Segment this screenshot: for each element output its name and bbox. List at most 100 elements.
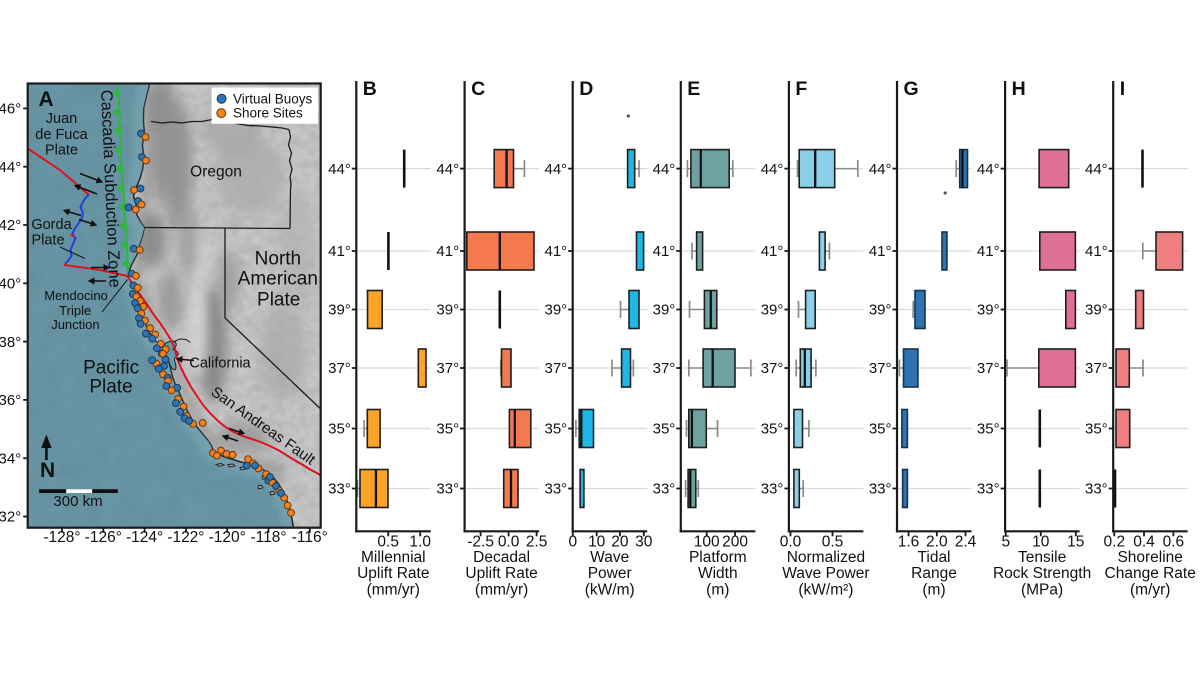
svg-text:42°: 42° bbox=[0, 217, 21, 234]
svg-text:-118°: -118° bbox=[250, 529, 286, 546]
svg-text:39°: 39° bbox=[869, 302, 892, 319]
svg-text:-120°: -120° bbox=[209, 529, 246, 546]
svg-text:Normalized: Normalized bbox=[787, 549, 865, 566]
svg-text:de Fuca: de Fuca bbox=[35, 127, 88, 143]
svg-text:I: I bbox=[1120, 78, 1125, 100]
svg-text:N: N bbox=[40, 459, 55, 482]
svg-text:-122°: -122° bbox=[167, 529, 204, 546]
svg-text:10: 10 bbox=[588, 534, 606, 551]
svg-text:0.5: 0.5 bbox=[377, 534, 399, 551]
svg-text:(mm/yr): (mm/yr) bbox=[367, 581, 420, 598]
svg-text:Change Rate: Change Rate bbox=[1105, 565, 1196, 582]
svg-text:E: E bbox=[687, 78, 700, 100]
svg-text:-124°: -124° bbox=[126, 529, 163, 546]
svg-text:37°: 37° bbox=[328, 360, 351, 377]
svg-text:44°: 44° bbox=[653, 161, 676, 178]
svg-text:32°: 32° bbox=[0, 509, 21, 526]
svg-text:41°: 41° bbox=[653, 243, 676, 260]
svg-text:Width: Width bbox=[698, 565, 738, 582]
svg-text:33°: 33° bbox=[977, 481, 1000, 498]
svg-text:Plate: Plate bbox=[257, 290, 300, 311]
svg-text:Power: Power bbox=[588, 565, 632, 582]
svg-text:1.0: 1.0 bbox=[409, 534, 431, 551]
svg-text:Gorda: Gorda bbox=[31, 217, 72, 233]
svg-text:35°: 35° bbox=[436, 421, 459, 438]
svg-text:39°: 39° bbox=[977, 302, 1000, 319]
svg-text:44°: 44° bbox=[1085, 161, 1108, 178]
svg-text:0.2: 0.2 bbox=[1104, 534, 1126, 551]
svg-text:39°: 39° bbox=[653, 302, 676, 319]
svg-text:44°: 44° bbox=[545, 161, 568, 178]
svg-text:Shore Sites: Shore Sites bbox=[233, 106, 303, 121]
svg-text:0.5: 0.5 bbox=[822, 534, 844, 551]
svg-text:38°: 38° bbox=[0, 334, 21, 351]
svg-text:37°: 37° bbox=[761, 360, 784, 377]
svg-text:Plate: Plate bbox=[89, 377, 132, 398]
svg-text:(m/yr): (m/yr) bbox=[1130, 581, 1170, 598]
svg-text:37°: 37° bbox=[436, 360, 459, 377]
svg-text:41°: 41° bbox=[436, 243, 459, 260]
svg-text:2.4: 2.4 bbox=[955, 534, 977, 551]
svg-text:39°: 39° bbox=[436, 302, 459, 319]
svg-text:41°: 41° bbox=[545, 243, 568, 260]
svg-text:40°: 40° bbox=[0, 276, 21, 293]
svg-text:Shoreline: Shoreline bbox=[1117, 549, 1183, 566]
svg-text:Virtual Buoys: Virtual Buoys bbox=[233, 91, 313, 106]
svg-text:(m): (m) bbox=[922, 581, 945, 598]
svg-text:33°: 33° bbox=[436, 481, 459, 498]
svg-text:44°: 44° bbox=[761, 161, 784, 178]
svg-text:39°: 39° bbox=[545, 302, 568, 319]
svg-text:33°: 33° bbox=[653, 481, 676, 498]
svg-text:Tidal: Tidal bbox=[917, 549, 950, 566]
svg-text:California: California bbox=[189, 356, 251, 372]
svg-text:-128°: -128° bbox=[43, 529, 80, 546]
svg-text:(kW/m): (kW/m) bbox=[585, 581, 635, 598]
svg-text:33°: 33° bbox=[328, 481, 351, 498]
svg-text:39°: 39° bbox=[761, 302, 784, 319]
svg-text:33°: 33° bbox=[761, 481, 784, 498]
svg-text:35°: 35° bbox=[977, 421, 1000, 438]
svg-text:20: 20 bbox=[611, 534, 629, 551]
svg-text:Junction: Junction bbox=[51, 317, 99, 332]
svg-text:33°: 33° bbox=[1085, 481, 1108, 498]
svg-text:0.0: 0.0 bbox=[498, 534, 520, 551]
svg-text:-126°: -126° bbox=[85, 529, 122, 546]
svg-text:34°: 34° bbox=[0, 450, 21, 467]
svg-text:100: 100 bbox=[694, 534, 720, 551]
svg-text:41°: 41° bbox=[1085, 243, 1108, 260]
svg-text:G: G bbox=[904, 78, 919, 100]
svg-text:-2.5: -2.5 bbox=[467, 534, 494, 551]
svg-text:33°: 33° bbox=[869, 481, 892, 498]
svg-text:Oregon: Oregon bbox=[190, 164, 242, 181]
svg-text:35°: 35° bbox=[1085, 421, 1108, 438]
svg-text:Wave Power: Wave Power bbox=[782, 565, 869, 582]
svg-text:American: American bbox=[238, 268, 318, 289]
svg-text:0: 0 bbox=[568, 534, 577, 551]
svg-text:0.0: 0.0 bbox=[780, 534, 802, 551]
svg-text:Decadal: Decadal bbox=[473, 549, 530, 566]
svg-text:44°: 44° bbox=[977, 161, 1000, 178]
svg-text:39°: 39° bbox=[1085, 302, 1108, 319]
svg-text:44°: 44° bbox=[0, 159, 21, 176]
svg-text:Plate: Plate bbox=[45, 143, 78, 159]
svg-text:33°: 33° bbox=[545, 481, 568, 498]
svg-text:-116°: -116° bbox=[292, 529, 328, 546]
svg-text:46°: 46° bbox=[0, 101, 21, 118]
svg-text:35°: 35° bbox=[761, 421, 784, 438]
svg-text:35°: 35° bbox=[869, 421, 892, 438]
svg-text:37°: 37° bbox=[977, 360, 1000, 377]
svg-text:30: 30 bbox=[635, 534, 653, 551]
svg-text:300 km: 300 km bbox=[53, 493, 102, 510]
svg-text:Uplift Rate: Uplift Rate bbox=[357, 565, 429, 582]
svg-text:0.6: 0.6 bbox=[1163, 534, 1185, 551]
svg-text:44°: 44° bbox=[436, 161, 459, 178]
svg-text:Mendocino: Mendocino bbox=[44, 288, 108, 303]
svg-text:Millennial: Millennial bbox=[361, 549, 426, 566]
svg-text:1.6: 1.6 bbox=[898, 534, 920, 551]
svg-text:35°: 35° bbox=[545, 421, 568, 438]
svg-text:C: C bbox=[471, 78, 485, 100]
svg-text:37°: 37° bbox=[869, 360, 892, 377]
svg-text:37°: 37° bbox=[545, 360, 568, 377]
svg-text:Pacific: Pacific bbox=[83, 357, 139, 378]
svg-text:Plate: Plate bbox=[31, 233, 64, 249]
